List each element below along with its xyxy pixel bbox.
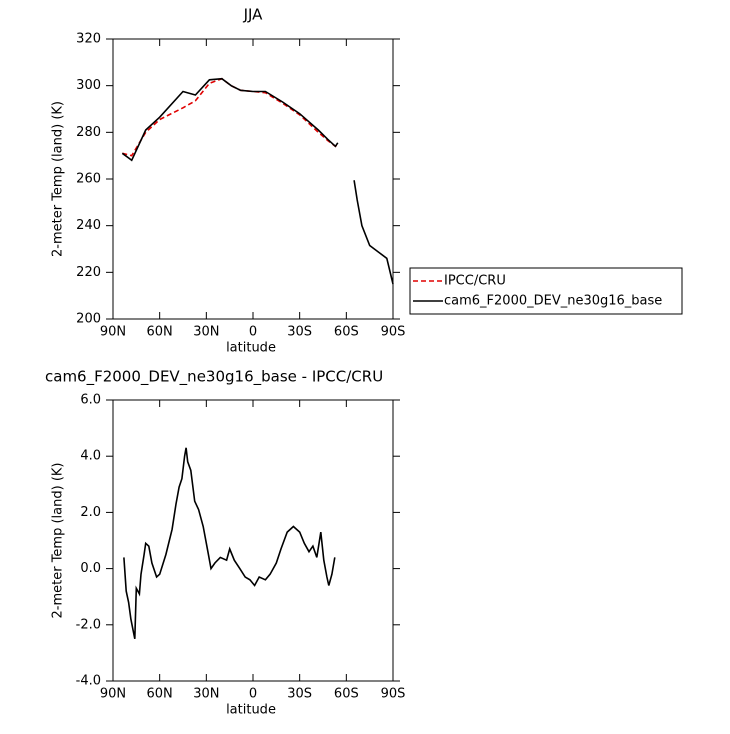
y-tick-label: 0.0 xyxy=(80,561,101,576)
y-tick-label: 240 xyxy=(76,218,101,233)
y-axis-label: 2-meter Temp (land) (K) xyxy=(51,463,66,619)
x-axis-label: latitude xyxy=(226,703,276,718)
legend-label: cam6_F2000_DEV_ne30g16_base xyxy=(444,294,662,309)
chart-title: cam6_F2000_DEV_ne30g16_base - IPCC/CRU xyxy=(45,368,383,387)
x-tick-label: 60S xyxy=(334,325,359,340)
x-tick-label: 90S xyxy=(381,687,406,702)
data-line xyxy=(121,77,394,285)
plot-frame xyxy=(112,38,394,320)
plot-frame xyxy=(112,399,394,682)
y-tick-label: -2.0 xyxy=(76,617,101,632)
y-tick-label: 260 xyxy=(76,172,101,187)
chart-title: JJA xyxy=(243,6,264,24)
data-line xyxy=(123,447,336,640)
x-tick-label: 0 xyxy=(249,325,257,340)
y-axis-label: 2-meter Temp (land) (K) xyxy=(51,101,66,257)
y-tick-label: 6.0 xyxy=(80,393,101,408)
x-tick-label: 0 xyxy=(249,687,257,702)
x-tick-label: 30S xyxy=(287,687,312,702)
x-tick-label: 90N xyxy=(100,687,126,702)
y-tick-label: -4.0 xyxy=(76,674,101,689)
legend-box xyxy=(409,267,683,315)
x-axis-label: latitude xyxy=(226,341,276,356)
y-tick-label: 2.0 xyxy=(80,505,101,520)
x-tick-label: 60N xyxy=(147,325,173,340)
y-tick-label: 200 xyxy=(76,312,101,327)
y-tick-label: 4.0 xyxy=(80,449,101,464)
x-tick-label: 30S xyxy=(287,325,312,340)
x-tick-label: 30N xyxy=(193,325,219,340)
x-tick-label: 60N xyxy=(147,687,173,702)
y-tick-label: 300 xyxy=(76,78,101,93)
y-tick-label: 220 xyxy=(76,265,101,280)
y-tick-label: 280 xyxy=(76,125,101,140)
x-tick-label: 30N xyxy=(193,687,219,702)
legend-label: IPCC/CRU xyxy=(444,274,506,289)
x-tick-label: 90N xyxy=(100,325,126,340)
x-tick-label: 90S xyxy=(381,325,406,340)
x-tick-label: 60S xyxy=(334,687,359,702)
y-tick-label: 320 xyxy=(76,32,101,47)
data-line xyxy=(122,77,339,157)
